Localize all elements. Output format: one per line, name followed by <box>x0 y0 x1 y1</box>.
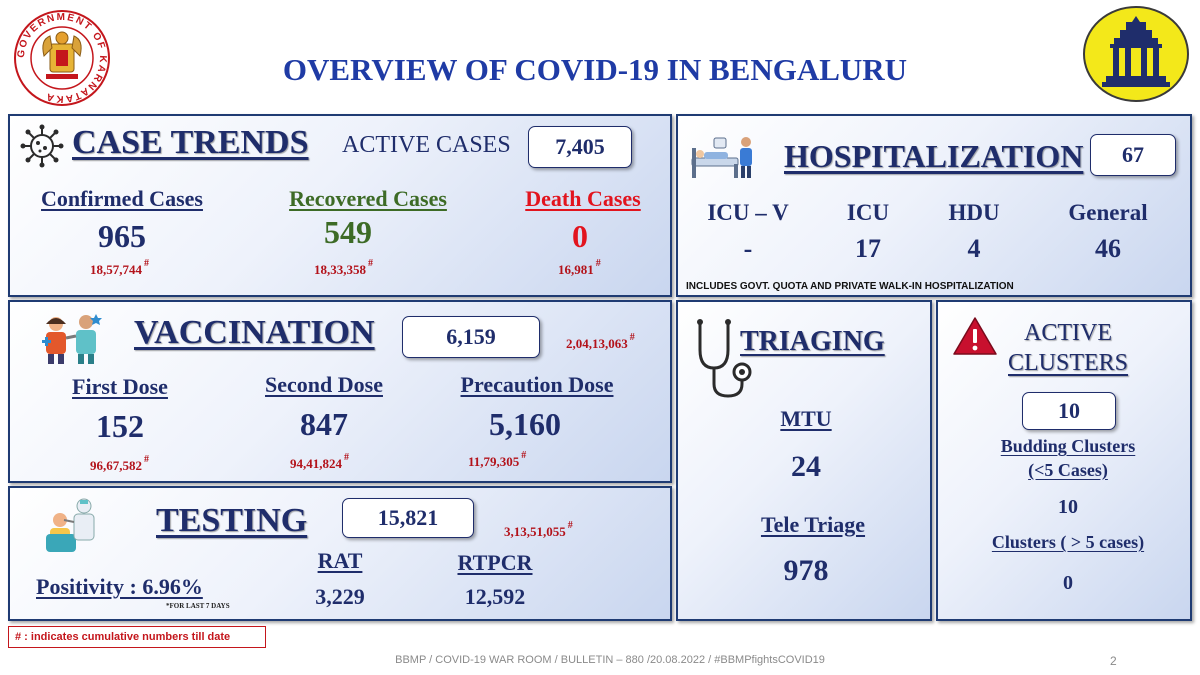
active-cases-box: 7,405 <box>528 126 632 168</box>
precaution-dose-label: Precaution Dose <box>460 372 614 397</box>
clusters-title-line1: ACTIVE <box>1024 320 1112 346</box>
positivity-label: Positivity : 6.96% <box>36 574 203 599</box>
second-dose-value: 847 <box>300 406 348 442</box>
hospitalization-title: HOSPITALIZATION <box>784 138 1084 174</box>
vaccination-total-box: 6,159 <box>402 316 540 358</box>
vaccination-total: 6,159 <box>446 324 496 349</box>
bbmp-logo <box>1080 4 1192 104</box>
vaccination-cumulative: 2,04,13,063 # <box>566 332 635 351</box>
hospital-bed-icon <box>688 134 760 182</box>
testing-total-box: 15,821 <box>342 498 474 538</box>
death-label: Death Cases <box>525 186 641 211</box>
first-dose-label: First Dose <box>72 374 168 399</box>
hdu-label: HDU <box>948 200 1000 225</box>
icu-v-value: - <box>743 234 753 263</box>
stethoscope-icon <box>688 316 758 402</box>
first-dose-cumulative: 96,67,582 # <box>90 454 149 473</box>
first-dose-value: 152 <box>96 408 144 444</box>
page-number: 2 <box>1110 654 1117 668</box>
budding-label-line1: Budding Clusters <box>1000 436 1136 456</box>
positivity-note: *FOR LAST 7 DAYS <box>166 602 230 610</box>
confirmed-cumulative: 18,57,744 # <box>90 258 149 277</box>
virus-icon <box>20 124 64 168</box>
hash-mark: # <box>629 332 635 343</box>
death-value: 0 <box>572 218 588 254</box>
confirmed-label: Confirmed Cases <box>41 186 203 211</box>
recovered-label: Recovered Cases <box>289 186 447 211</box>
testing-total: 15,821 <box>377 505 439 530</box>
hash-mark: # <box>595 258 601 269</box>
mtu-value: 24 <box>791 450 821 483</box>
hash-mark: # <box>344 452 349 463</box>
case-trends-title: CASE TRENDS <box>72 124 309 161</box>
tele-triage-value: 978 <box>783 554 829 587</box>
page-title: OVERVIEW OF COVID-19 IN BENGALURU <box>282 52 908 87</box>
vaccine-icon <box>38 310 108 366</box>
confirmed-value: 965 <box>98 218 146 254</box>
active-cases-value: 7,405 <box>555 134 605 159</box>
large-clusters-value: 0 <box>1063 572 1073 594</box>
testing-panel: TESTING 15,821 3,13,51,055 # Positivity :… <box>8 486 672 621</box>
testing-title: TESTING <box>156 502 308 539</box>
hospitalization-total-box: 67 <box>1090 134 1176 176</box>
triaging-title: TRIAGING <box>740 326 885 357</box>
recovered-value: 549 <box>324 214 372 250</box>
icu-value: 17 <box>855 234 881 263</box>
clusters-total: 10 <box>1058 398 1080 423</box>
footer-text: BBMP / COVID-19 WAR ROOM / BULLETIN – 88… <box>395 654 825 666</box>
hospitalization-total: 67 <box>1122 142 1144 167</box>
testing-icon <box>40 494 104 556</box>
precaution-dose-cumulative: 11,79,305 # <box>468 450 527 469</box>
rtpcr-value: 12,592 <box>464 584 526 609</box>
rat-label: RAT <box>317 548 363 573</box>
tele-triage-label: Tele Triage <box>760 512 866 537</box>
cumulative-footnote: # : indicates cumulative numbers till da… <box>8 626 266 648</box>
clusters-title-line2: CLUSTERS <box>1008 350 1129 376</box>
icu-label: ICU <box>846 200 890 225</box>
hospitalization-note: INCLUDES GOVT. QUOTA AND PRIVATE WALK-IN… <box>686 281 1014 292</box>
budding-label-line2: (<5 Cases) <box>1028 460 1108 480</box>
active-cases-label: ACTIVE CASES <box>342 132 511 158</box>
active-clusters-panel: ACTIVE CLUSTERS 10 Budding Clusters (<5 … <box>936 300 1192 621</box>
testing-cumulative: 3,13,51,055 # <box>504 520 573 539</box>
mtu-label: MTU <box>780 406 832 431</box>
general-value: 46 <box>1095 234 1121 263</box>
hash-mark: # <box>144 454 149 465</box>
second-dose-cumulative: 94,41,824 # <box>290 452 349 471</box>
hash-mark: # <box>368 258 373 269</box>
budding-value: 10 <box>1058 496 1078 518</box>
hash-mark: # <box>144 258 149 269</box>
clusters-total-box: 10 <box>1022 392 1116 430</box>
recovered-cumulative: 18,33,358 # <box>314 258 373 277</box>
hospitalization-panel: HOSPITALIZATION 67 ICU – V - ICU 17 HDU … <box>676 114 1192 297</box>
general-label: General <box>1068 200 1148 225</box>
hash-mark: # <box>521 450 527 461</box>
triaging-panel: TRIAGING MTU 24 Tele Triage 978 <box>676 300 932 621</box>
death-cumulative: 16,981 # <box>558 258 601 277</box>
vaccination-panel: VACCINATION 6,159 2,04,13,063 # First Dos… <box>8 300 672 483</box>
second-dose-label: Second Dose <box>265 372 383 397</box>
hash-mark: # <box>567 520 573 531</box>
icu-v-label: ICU – V <box>707 200 789 225</box>
karnataka-emblem: GOVERNMENT OF KARNATAKA <box>10 8 115 108</box>
warning-icon <box>952 316 998 356</box>
hdu-value: 4 <box>967 234 981 263</box>
rtpcr-label: RTPCR <box>457 550 533 575</box>
large-clusters-label: Clusters ( > 5 cases) <box>991 532 1145 552</box>
rat-value: 3,229 <box>315 584 365 609</box>
vaccination-title: VACCINATION <box>134 314 375 351</box>
case-trends-panel: CASE TRENDS ACTIVE CASES 7,405 Confirmed… <box>8 114 672 297</box>
precaution-dose-value: 5,160 <box>489 406 561 442</box>
